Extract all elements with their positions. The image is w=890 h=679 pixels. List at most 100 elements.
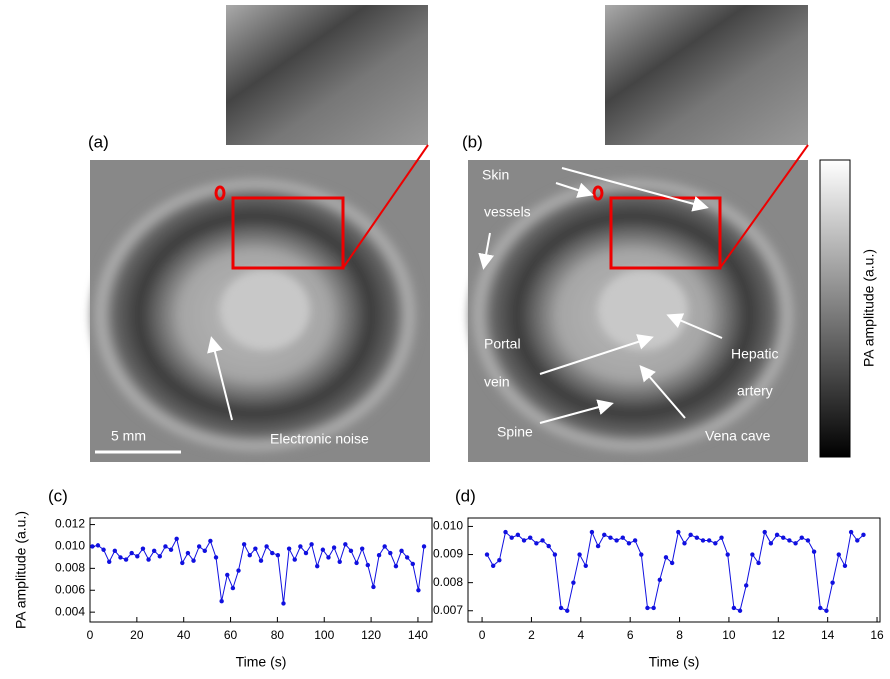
point [315, 563, 320, 569]
point [552, 552, 558, 557]
point [348, 548, 354, 554]
point [140, 546, 146, 551]
point [371, 584, 376, 590]
annotation: Electronic noise [270, 431, 369, 447]
point [774, 532, 780, 538]
point [688, 532, 693, 538]
point [725, 552, 730, 557]
point [180, 560, 185, 566]
point [320, 547, 326, 552]
point [213, 555, 219, 560]
point [663, 555, 669, 560]
annotation: Vena cave [705, 428, 771, 444]
point [399, 548, 404, 554]
point [135, 554, 140, 559]
image-a [90, 5, 430, 462]
point [669, 560, 675, 566]
point [583, 563, 588, 568]
point [762, 529, 767, 535]
point [292, 557, 297, 562]
point [811, 549, 817, 554]
x-tick-label: 8 [676, 628, 683, 642]
point [270, 550, 275, 556]
point [608, 535, 613, 540]
point [515, 532, 521, 538]
point [737, 608, 743, 613]
point [219, 599, 224, 604]
point [620, 535, 625, 540]
point [503, 529, 508, 535]
x-tick-label: 6 [627, 628, 634, 642]
point [546, 543, 551, 549]
point [781, 535, 786, 540]
y-tick-label: 0.010 [433, 519, 463, 533]
point [258, 558, 264, 563]
colorbar-label: PA amplitude (a.u.) [861, 249, 877, 367]
y-tick-label: 0.007 [433, 603, 463, 617]
point [174, 536, 179, 541]
point [101, 547, 106, 552]
point [208, 538, 213, 544]
point [750, 552, 755, 557]
point [331, 545, 337, 550]
point [639, 552, 644, 557]
point [393, 563, 399, 569]
point [196, 544, 202, 549]
x-tick-label: 2 [528, 628, 535, 642]
x-tick-label: 120 [361, 628, 381, 642]
point [168, 547, 174, 552]
point [90, 544, 95, 549]
point [818, 605, 823, 611]
y-tick-label: 0.012 [55, 517, 85, 531]
annotation: Hepatic [731, 346, 778, 362]
point [337, 559, 342, 564]
x-tick-label: 60 [224, 628, 238, 642]
point [484, 552, 490, 557]
y-tick-label: 0.006 [55, 582, 85, 596]
point [700, 538, 706, 543]
point [805, 538, 811, 543]
point [731, 605, 737, 611]
point [534, 541, 539, 546]
point [830, 580, 835, 585]
annotation: vein [484, 374, 510, 390]
point [107, 559, 112, 564]
y-axis-label: PA amplitude (a.u.) [13, 511, 29, 629]
point [521, 538, 527, 543]
y-tick-label: 0.009 [433, 547, 463, 561]
x-tick-label: 16 [870, 628, 884, 642]
point [824, 608, 829, 613]
point [855, 538, 860, 543]
point [416, 588, 421, 593]
point [163, 544, 168, 549]
annotation: Portal [484, 336, 521, 352]
point [528, 535, 533, 540]
point [410, 561, 415, 567]
point [247, 553, 252, 558]
point [651, 605, 656, 611]
point [706, 538, 712, 543]
point [571, 580, 576, 585]
point [129, 550, 134, 556]
point [632, 538, 638, 543]
point [343, 542, 348, 547]
point [191, 558, 196, 563]
point [365, 562, 371, 568]
panel-label: (b) [462, 132, 483, 151]
point [626, 541, 632, 546]
point [123, 557, 129, 562]
point [645, 605, 650, 611]
point [589, 529, 595, 535]
point [756, 560, 761, 566]
point [793, 541, 798, 546]
point [713, 541, 718, 546]
point [253, 546, 258, 551]
annotation: 5 mm [111, 428, 146, 444]
x-axis-label: Time (s) [649, 654, 700, 670]
panel-label: (a) [88, 132, 109, 151]
point [577, 552, 582, 557]
point [848, 529, 854, 535]
x-tick-label: 20 [130, 628, 144, 642]
colorbar [819, 159, 851, 458]
